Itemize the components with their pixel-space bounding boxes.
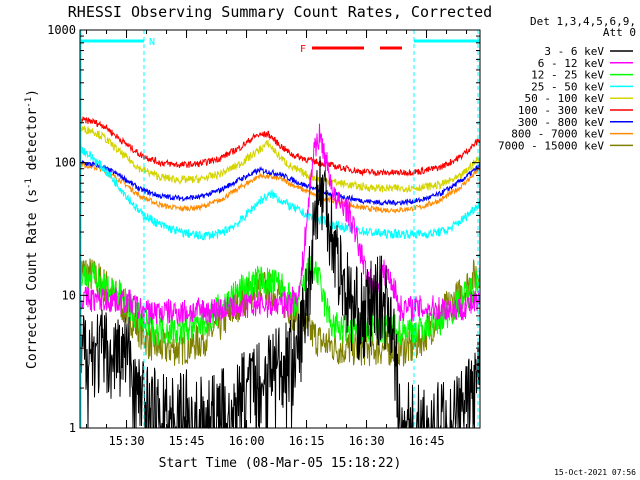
series-layer (79, 116, 481, 430)
plot-frame (79, 29, 481, 429)
legend-label: 100 - 300 keV (518, 104, 604, 117)
flare-flag-label: F (300, 44, 306, 55)
series-line-800-7000-kev (79, 161, 481, 214)
x-axis-label: Start Time (08-Mar-05 15:18:22) (159, 456, 402, 471)
x-tick-label: 15:45 (168, 434, 204, 448)
series-line-300-800-kev (79, 159, 481, 207)
series-line-100-300-kev (79, 116, 481, 177)
annotation-layer: NF (80, 30, 480, 428)
series-line-25-50-kev (79, 143, 481, 241)
axis-layer: 1 10 100 1000 15:30 15:45 16:00 16:15 16:30 16:45 (47, 23, 480, 448)
chart-title: RHESSI Observing Summary Count Rates, Co… (68, 3, 492, 21)
series-line-6-12-kev (79, 123, 481, 325)
x-tick-label: 16:00 (228, 434, 264, 448)
x-tick-label: 16:45 (408, 434, 444, 448)
y-axis-label: Corrected Count Rate (s-1 detector-1) (24, 89, 40, 369)
legend-label: 50 - 100 keV (525, 92, 605, 105)
series-line-12-25-kev (79, 254, 481, 348)
legend-label: 6 - 12 keV (538, 57, 605, 70)
legend-label: 3 - 6 keV (544, 45, 604, 58)
legend-header-attenuator: Att 0 (603, 26, 636, 39)
legend-label: 800 - 7000 keV (511, 128, 604, 141)
x-tick-label: 16:30 (348, 434, 384, 448)
legend-label: 7000 - 15000 keV (498, 139, 604, 152)
legend-label: 25 - 50 keV (531, 80, 604, 93)
x-tick-label: 16:15 (288, 434, 324, 448)
y-tick-label: 1000 (47, 23, 76, 37)
legend-header-detectors: Det 1,3,4,5,6,9, (530, 15, 636, 28)
timestamp: 15-Oct-2021 07:56 (554, 468, 636, 477)
y-tick-label: 100 (54, 156, 76, 170)
y-tick-label: 10 (62, 288, 76, 302)
legend-label: 300 - 800 keV (518, 116, 604, 129)
legend-label: 12 - 25 keV (531, 69, 604, 82)
night-label: N (149, 37, 155, 48)
y-tick-label: 1 (69, 421, 76, 435)
x-tick-label: 15:30 (108, 434, 144, 448)
series-line-50-100-kev (79, 125, 481, 193)
